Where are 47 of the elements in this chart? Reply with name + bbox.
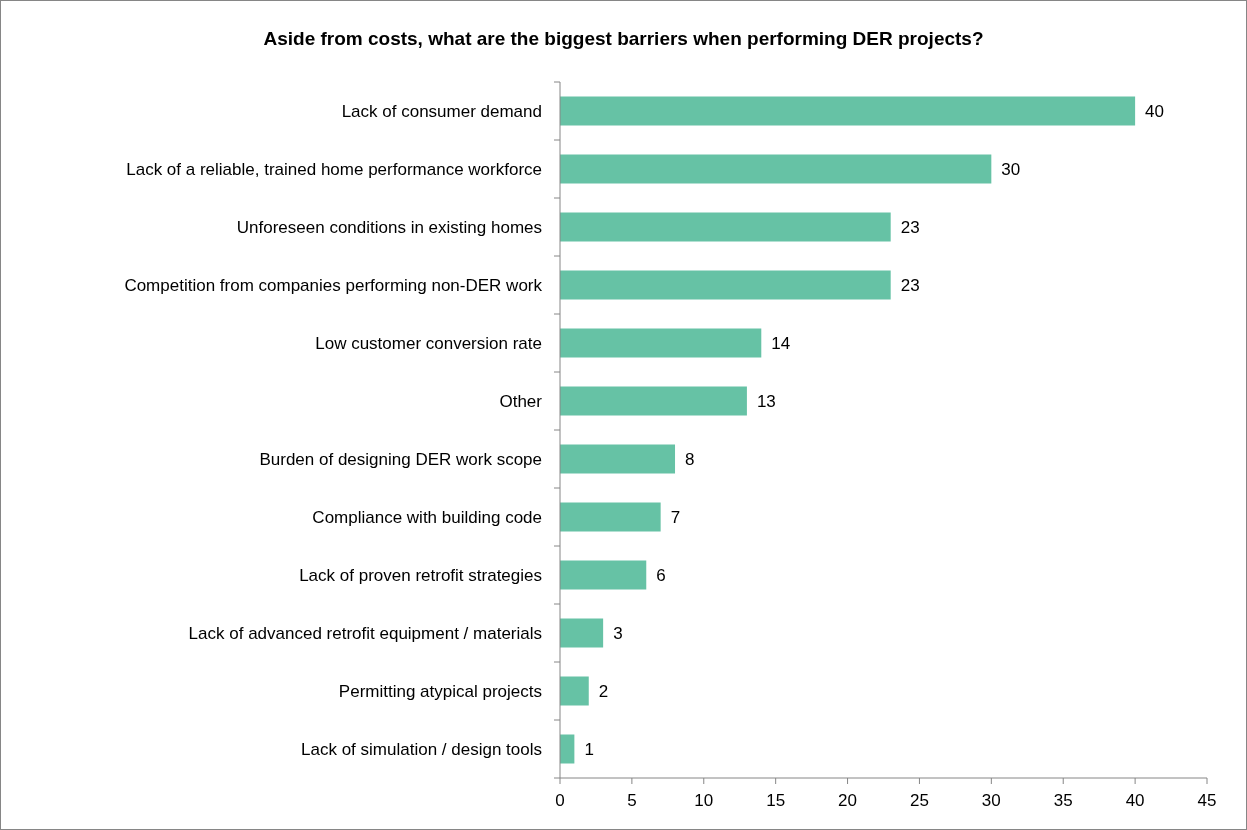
y-tick-label: Competition from companies performing non-DER work: [124, 275, 543, 295]
bar: [560, 444, 676, 474]
y-tick-label: Compliance with building code: [312, 507, 542, 527]
y-tick-label: Lack of proven retrofit strategies: [299, 565, 542, 585]
x-tick-label: 30: [981, 791, 1001, 810]
y-tick-label: Lack of a reliable, trained home performance workforce: [126, 159, 542, 179]
data-label: 6: [656, 565, 666, 585]
bar: [560, 212, 891, 242]
data-label: 30: [1001, 159, 1021, 179]
bar: [560, 676, 589, 706]
x-tick-label: 40: [1125, 791, 1145, 810]
y-tick-label: Low customer conversion rate: [315, 333, 542, 353]
y-tick-label: Lack of simulation / design tools: [301, 739, 542, 759]
data-label: 14: [771, 333, 791, 353]
x-tick-label: 45: [1197, 791, 1217, 810]
bar: [560, 734, 575, 764]
bar: [560, 560, 647, 590]
y-tick-label: Permitting atypical projects: [338, 681, 542, 701]
data-label: 13: [756, 391, 776, 411]
bar: [560, 386, 747, 416]
x-tick-label: 5: [627, 791, 637, 810]
y-tick-label: Burden of designing DER work scope: [259, 449, 542, 469]
bar: [560, 270, 891, 300]
x-tick-label: 0: [555, 791, 565, 810]
bar: [560, 96, 1136, 126]
data-label: 40: [1145, 101, 1165, 121]
x-tick-label: 15: [766, 791, 786, 810]
x-tick-label: 25: [909, 791, 929, 810]
x-tick-label: 10: [694, 791, 714, 810]
data-label: 2: [598, 681, 609, 701]
data-label: 1: [584, 739, 594, 759]
chart-title: Aside from costs, what are the biggest barriers when performing DER projects?: [263, 28, 984, 49]
x-tick-label: 35: [1053, 791, 1073, 810]
x-tick-label: 20: [838, 791, 858, 810]
bar: [560, 154, 992, 184]
y-tick-label: Unforeseen conditions in existing homes: [236, 217, 542, 237]
data-label: 8: [685, 449, 695, 469]
y-tick-label: Lack of consumer demand: [341, 101, 542, 121]
bar: [560, 502, 661, 532]
y-tick-label: Lack of advanced retrofit equipment / materials: [188, 623, 542, 643]
bar: [560, 618, 604, 648]
data-label: 23: [900, 217, 920, 237]
y-tick-label: Other: [499, 391, 543, 411]
bar: [560, 328, 762, 358]
data-label: 7: [670, 507, 681, 527]
data-label: 23: [900, 275, 920, 295]
data-label: 3: [613, 623, 623, 643]
